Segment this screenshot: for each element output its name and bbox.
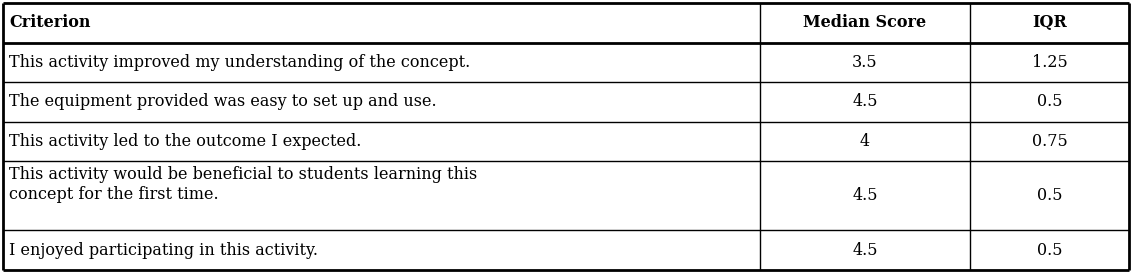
Text: Median Score: Median Score [804,14,926,31]
Text: This activity would be beneficial to students learning this
concept for the firs: This activity would be beneficial to stu… [9,166,478,203]
Text: 4.5: 4.5 [852,242,877,259]
Text: 0.5: 0.5 [1037,93,1062,110]
Text: 4.5: 4.5 [852,93,877,110]
Text: 0.5: 0.5 [1037,242,1062,259]
Text: The equipment provided was easy to set up and use.: The equipment provided was easy to set u… [9,93,437,110]
Text: This activity led to the outcome I expected.: This activity led to the outcome I expec… [9,133,361,150]
Text: 3.5: 3.5 [852,54,877,71]
Text: This activity improved my understanding of the concept.: This activity improved my understanding … [9,54,470,71]
Text: I enjoyed participating in this activity.: I enjoyed participating in this activity… [9,242,318,259]
Text: IQR: IQR [1032,14,1067,31]
Text: 4: 4 [860,133,871,150]
Text: 4.5: 4.5 [852,187,877,204]
Text: 0.5: 0.5 [1037,187,1062,204]
Text: 1.25: 1.25 [1031,54,1067,71]
Text: Criterion: Criterion [9,14,91,31]
Text: 0.75: 0.75 [1031,133,1067,150]
